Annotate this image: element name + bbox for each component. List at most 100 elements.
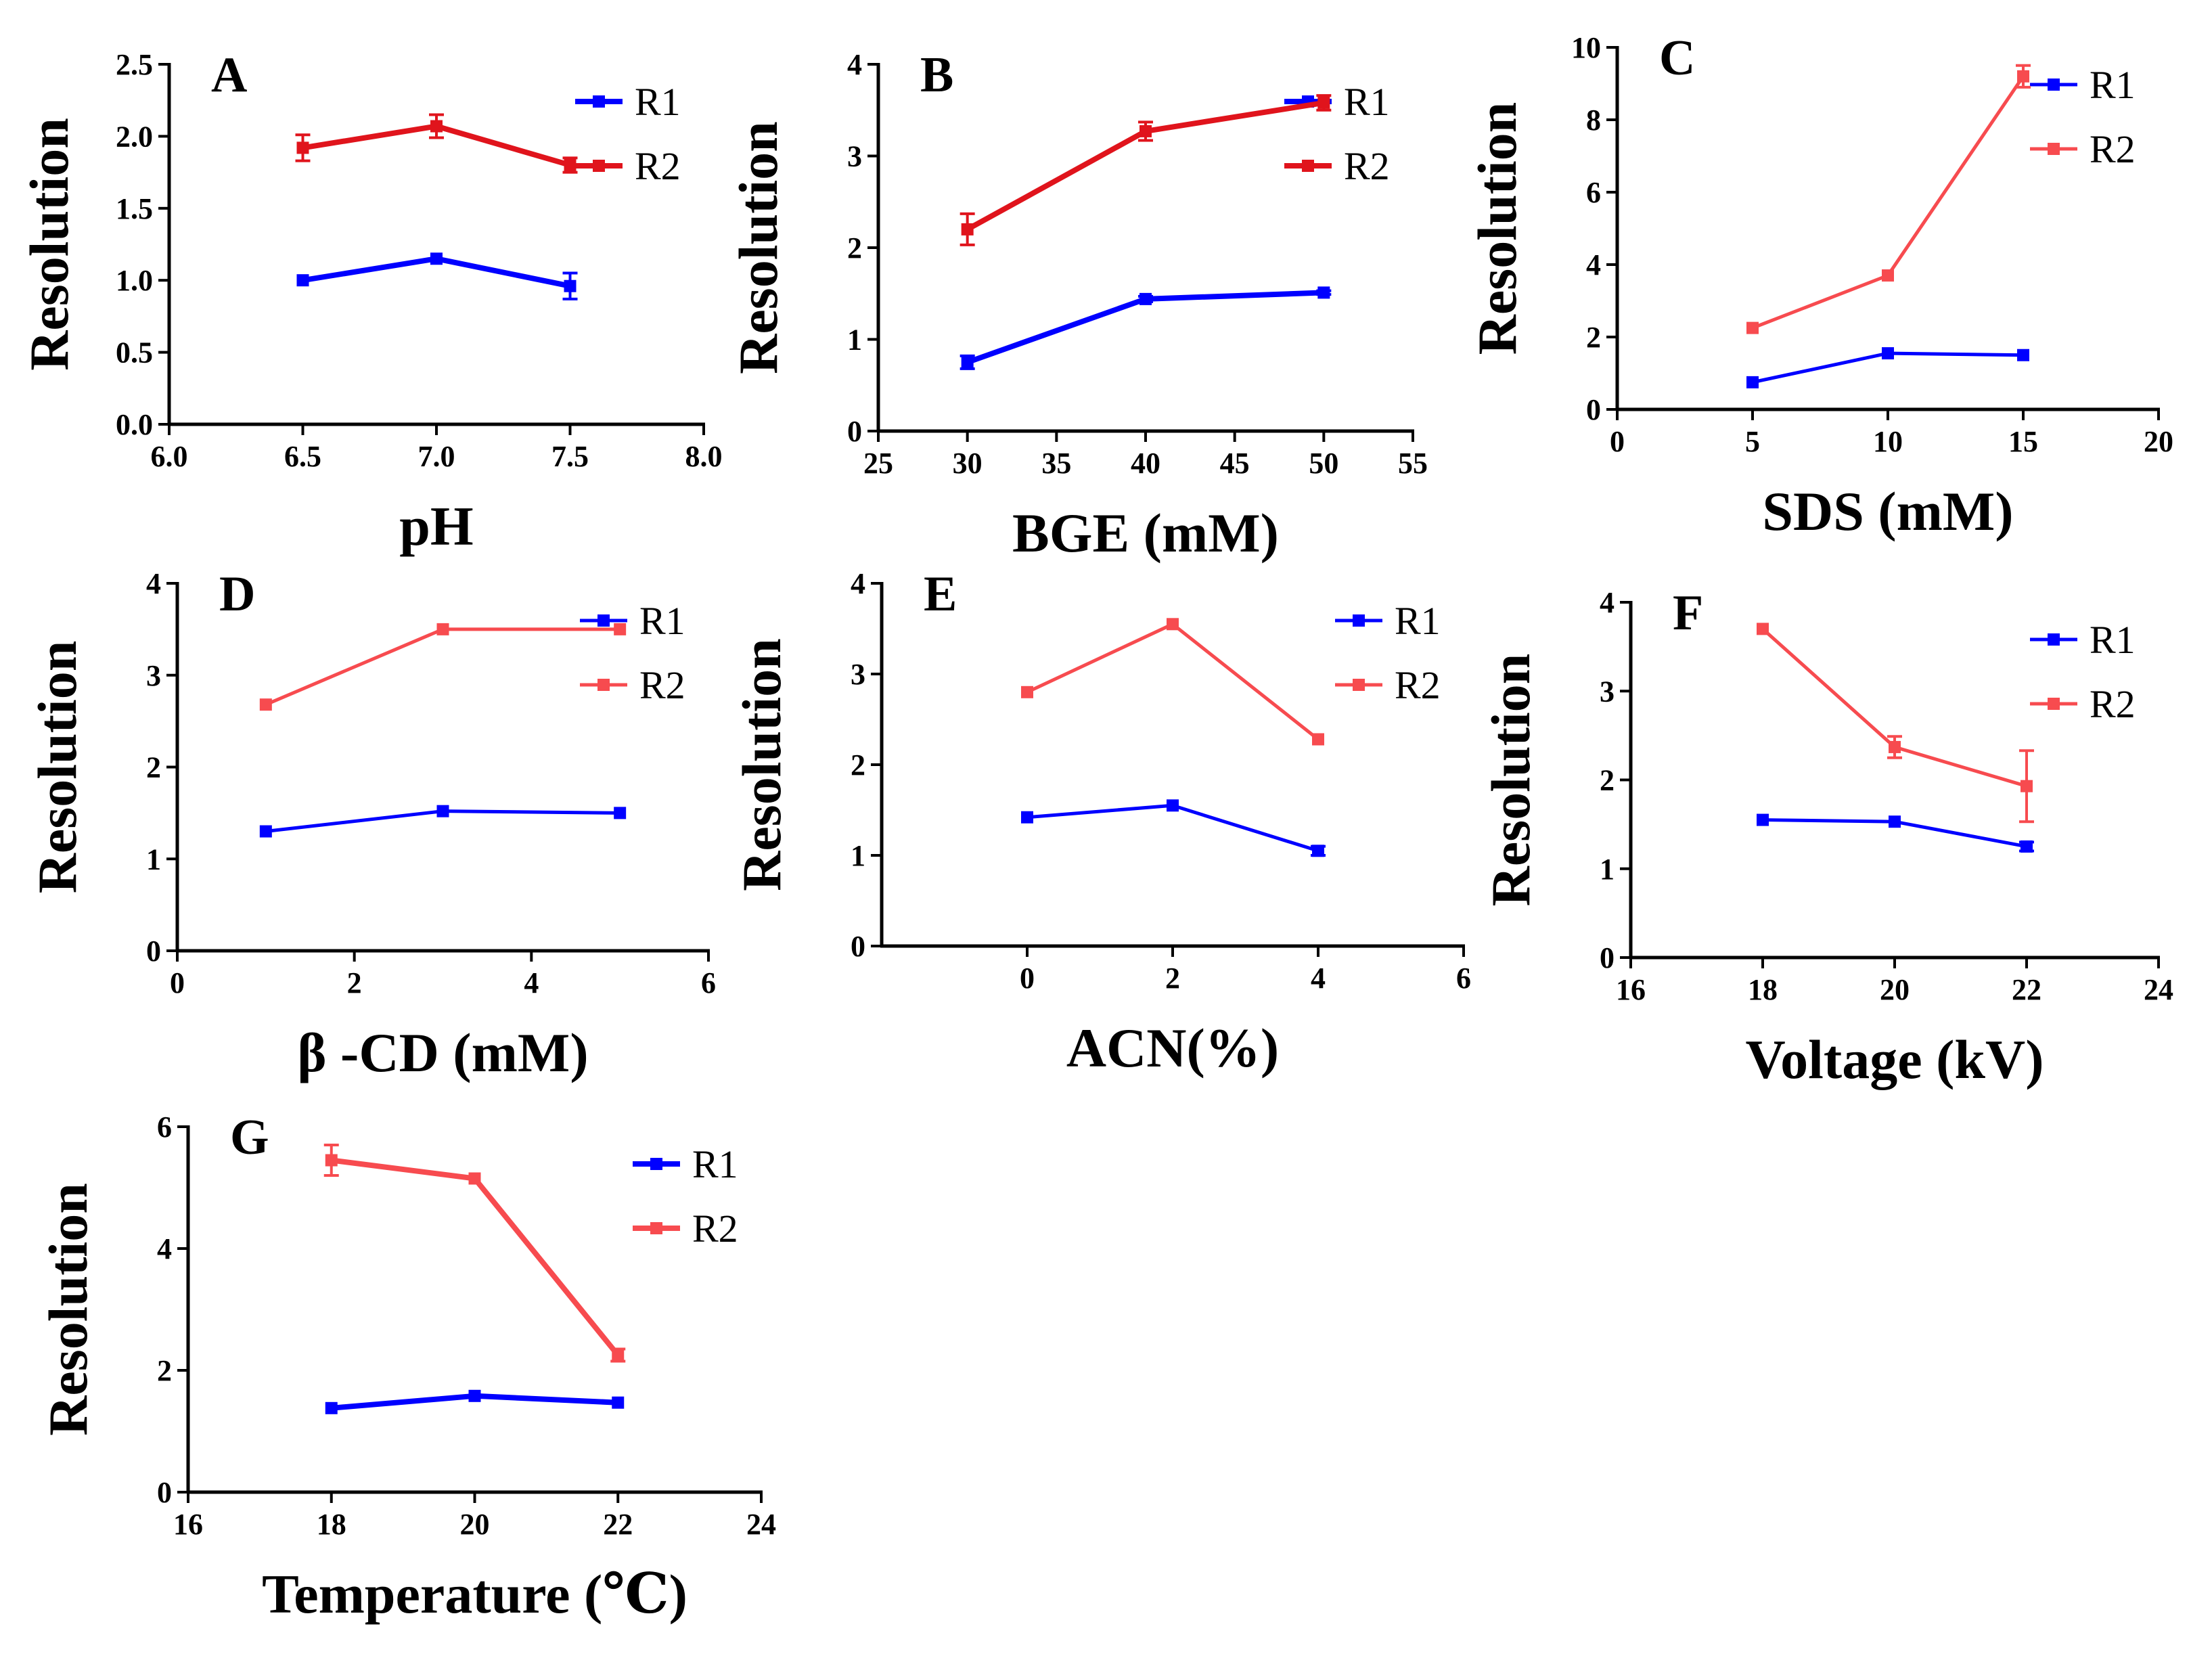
y-tick-label: 0 (1586, 393, 1601, 426)
y-tick-label: 2.5 (116, 48, 153, 81)
x-tick-label: 8.0 (685, 440, 723, 473)
data-point (259, 825, 272, 838)
panel-b: 25 30 35 40 45 50 55 0 1 2 3 4 BGE (mM) Resolution B R1… (727, 47, 1428, 564)
data-point (1167, 618, 1179, 631)
x-tick-label: 2 (1165, 962, 1180, 995)
series-r1 (1021, 799, 1326, 857)
data-point (612, 1349, 625, 1362)
y-tick-label: 1 (146, 843, 161, 876)
legend-label: R1 (635, 80, 681, 124)
x-axis-title: pH (399, 495, 473, 557)
legend-entry-r1: R1 (1284, 80, 1390, 124)
data-point (325, 1401, 338, 1414)
data-point (1312, 845, 1324, 857)
y-tick-label: 4 (157, 1232, 172, 1265)
y-axis-title: Resolution (26, 641, 88, 894)
y-tick-label: 0.0 (116, 408, 153, 441)
y-tick-label: 0 (1600, 941, 1615, 974)
y-tick-label: 6 (157, 1110, 172, 1144)
legend-entry-r2: R2 (633, 1207, 738, 1251)
data-point (1317, 96, 1330, 109)
data-point (1889, 740, 1901, 753)
panel-e: 0 2 4 6 0 1 2 3 4 ACN(%) Resolution E R1 R2 (731, 566, 1471, 1079)
y-axis-title: Resolution (1466, 102, 1528, 355)
legend-label: R1 (692, 1142, 738, 1186)
legend-marker (650, 1158, 662, 1170)
x-tick-label: 5 (1745, 425, 1760, 458)
data-point (1312, 733, 1324, 746)
x-tick-label: 20 (1880, 973, 1910, 1006)
data-point (614, 623, 627, 635)
y-tick-label: 4 (1586, 248, 1601, 282)
x-tick-label: 4 (524, 966, 539, 1000)
y-tick-label: 0 (847, 415, 862, 448)
series-r1 (259, 805, 627, 838)
x-axis-title: ACN(%) (1066, 1017, 1279, 1079)
y-tick-label: 1 (851, 839, 865, 872)
y-tick-label: 0 (157, 1476, 172, 1509)
data-point (1746, 376, 1759, 388)
x-tick-label: 0 (1610, 425, 1625, 458)
legend-label: R2 (1344, 144, 1390, 188)
series-r2 (960, 94, 1332, 246)
legend-label: R2 (2090, 127, 2136, 171)
x-tick-label: 45 (1220, 447, 1250, 480)
legend-label: R1 (1344, 80, 1390, 124)
y-axis-title: Resolution (37, 1183, 99, 1436)
panel-label-g: G (230, 1110, 269, 1165)
legend-label: R2 (639, 663, 685, 707)
panel-d: 0 2 4 6 0 1 2 3 4 β -CD (mM) Resolution D R1 R2 (26, 566, 716, 1083)
panel-label-a: A (211, 47, 247, 103)
y-tick-label: 4 (1600, 586, 1615, 619)
x-axis-title: SDS (mM) (1762, 480, 2013, 542)
y-tick-label: 8 (1586, 104, 1601, 137)
series-r2 (1757, 623, 2034, 824)
legend-marker (593, 160, 605, 172)
x-tick-label: 6 (701, 966, 716, 1000)
series-r1 (325, 1389, 625, 1414)
x-tick-label: 0 (1020, 962, 1035, 995)
y-axis-title: Resolution (18, 118, 80, 371)
y-tick-label: 3 (1600, 675, 1615, 708)
y-tick-label: 2 (157, 1354, 172, 1387)
series-line (1752, 75, 2025, 330)
data-point (296, 274, 309, 287)
data-point (2021, 780, 2033, 792)
y-tick-label: 6 (1586, 176, 1601, 209)
series-line (1026, 803, 1319, 853)
panel-c: 0 5 10 15 20 0 2 4 6 8 10 SDS (mM) Resolution C R1 R2 (1466, 30, 2173, 542)
data-point (1882, 269, 1894, 282)
x-tick-label: 24 (746, 1508, 776, 1541)
y-tick-label: 1.5 (116, 192, 153, 225)
series-r2 (1746, 64, 2031, 334)
x-tick-label: 18 (1748, 973, 1778, 1006)
legend-marker (1353, 679, 1365, 691)
panel-f: 16 18 20 22 24 0 1 2 3 4 Voltage (kV) Resolution F R1… (1480, 585, 2173, 1090)
legend-label: R1 (2090, 63, 2136, 107)
data-point (1317, 286, 1330, 299)
data-point (2017, 349, 2029, 361)
data-point (1021, 686, 1033, 698)
x-tick-label: 55 (1398, 447, 1428, 480)
x-axis-title: BGE (mM) (1012, 502, 1279, 564)
series-r2 (1021, 618, 1324, 746)
x-tick-label: 6.0 (151, 440, 188, 473)
x-tick-label: 7.5 (551, 440, 589, 473)
x-tick-label: 16 (1616, 973, 1646, 1006)
legend-marker (597, 614, 610, 627)
legend-marker (2048, 143, 2060, 155)
y-tick-label: 0 (851, 930, 865, 963)
y-tick-label: 2 (851, 748, 865, 782)
x-tick-label: 24 (2144, 973, 2173, 1006)
data-point (468, 1172, 481, 1185)
y-tick-label: 2.0 (116, 120, 153, 153)
series-line (265, 627, 620, 706)
data-point (296, 141, 309, 154)
series-r2 (259, 623, 627, 711)
x-tick-label: 22 (603, 1508, 633, 1541)
data-point (614, 807, 627, 819)
y-axis-title: Resolution (731, 638, 792, 891)
x-tick-label: 0 (170, 966, 185, 1000)
